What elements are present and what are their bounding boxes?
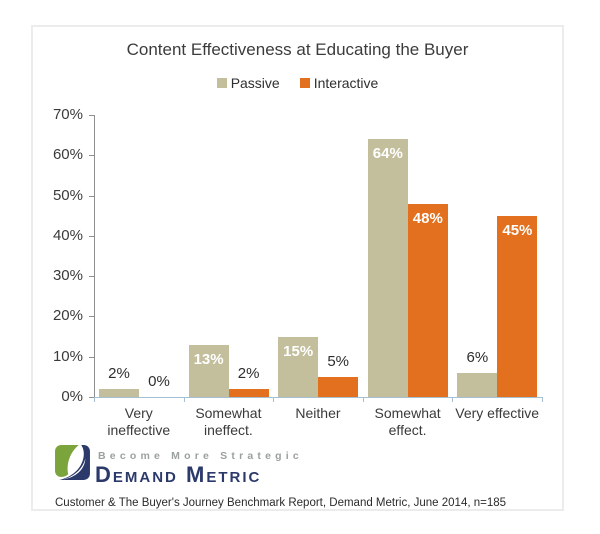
brand-wordmark: Demand Metric xyxy=(95,462,262,487)
x-tick xyxy=(452,397,454,402)
chart-title: Content Effectiveness at Educating the B… xyxy=(126,40,469,59)
bar-passive-somewhat-effect- xyxy=(367,139,408,397)
y-tick xyxy=(89,155,94,157)
y-tick xyxy=(89,115,94,116)
legend: Passive Interactive xyxy=(33,75,562,91)
x-tick xyxy=(362,397,364,402)
legend-item-interactive: Interactive xyxy=(299,75,379,91)
bar-passive-neither xyxy=(278,336,319,397)
bar-label-passive-very-ineffective: 2% xyxy=(108,364,130,382)
y-tick xyxy=(89,316,94,318)
x-category-label: Very ineffective xyxy=(107,405,171,438)
x-category-label: Neither xyxy=(295,405,341,421)
brand-tagline: Become More Strategic xyxy=(98,450,303,462)
bar-label-interactive-somewhat-ineffect-: 2% xyxy=(237,364,260,382)
y-tick-label: 0% xyxy=(61,388,83,405)
bar-label-passive-very-effective: 6% xyxy=(466,348,489,366)
y-tick xyxy=(89,235,94,237)
x-category-label: Very effective xyxy=(455,405,540,421)
y-tick-label: 30% xyxy=(52,267,83,285)
x-tick xyxy=(183,397,185,402)
bar-label-passive-neither: 15% xyxy=(283,342,314,360)
logo-green-shape xyxy=(55,445,79,477)
logo-navy-shape xyxy=(59,445,90,480)
passive-swatch-icon xyxy=(216,78,227,88)
legend-item-passive: Passive xyxy=(216,75,280,91)
bar-label-passive-somewhat-effect-: 64% xyxy=(372,145,403,163)
source-citation: Customer & The Buyer's Journey Benchmark… xyxy=(55,497,507,509)
y-tick-label: 40% xyxy=(52,226,83,244)
bar-interactive-somewhat-effect- xyxy=(407,203,448,397)
bar-interactive-very-effective xyxy=(497,215,538,397)
bar-label-passive-somewhat-ineffect-: 13% xyxy=(193,350,224,368)
y-axis-line xyxy=(94,115,95,397)
x-tick xyxy=(273,397,275,402)
x-tick xyxy=(542,397,543,402)
demand-metric-logo-icon xyxy=(54,444,91,481)
y-tick-label: 10% xyxy=(52,347,83,365)
plot-area: 0% 10% 20% 30% 40% 50% 60% 70% Very ineffective S… xyxy=(33,27,562,509)
y-tick-label: 20% xyxy=(52,307,83,325)
bar-label-interactive-somewhat-effect-: 48% xyxy=(412,209,443,227)
legend-label-passive: Passive xyxy=(230,75,280,91)
y-tick-label: 60% xyxy=(52,146,83,164)
chart-card: Content Effectiveness at Educating the B… xyxy=(31,25,564,511)
bar-passive-somewhat-ineffect- xyxy=(188,344,229,397)
y-tick xyxy=(89,397,94,398)
y-tick-label: 50% xyxy=(52,186,83,204)
y-tick xyxy=(89,276,94,278)
bar-passive-very-effective xyxy=(457,372,498,397)
y-tick xyxy=(89,195,94,197)
legend-label-interactive: Interactive xyxy=(313,75,379,91)
logo-white-swoosh xyxy=(63,458,86,480)
x-category-label: Somewhat ineffect. xyxy=(195,405,262,438)
bar-label-interactive-very-ineffective: 0% xyxy=(148,373,170,390)
bar-interactive-somewhat-ineffect- xyxy=(228,388,269,397)
y-tick-label: 70% xyxy=(52,106,83,123)
bar-label-interactive-neither: 5% xyxy=(327,352,350,370)
y-tick xyxy=(89,356,94,358)
bar-interactive-neither xyxy=(318,376,359,397)
x-axis-line xyxy=(94,397,542,398)
x-category-label: Somewhat effect. xyxy=(374,405,441,438)
x-tick xyxy=(94,397,95,402)
bar-passive-very-ineffective xyxy=(99,388,139,397)
interactive-swatch-icon xyxy=(299,78,310,88)
bar-label-interactive-very-effective: 45% xyxy=(502,221,533,239)
